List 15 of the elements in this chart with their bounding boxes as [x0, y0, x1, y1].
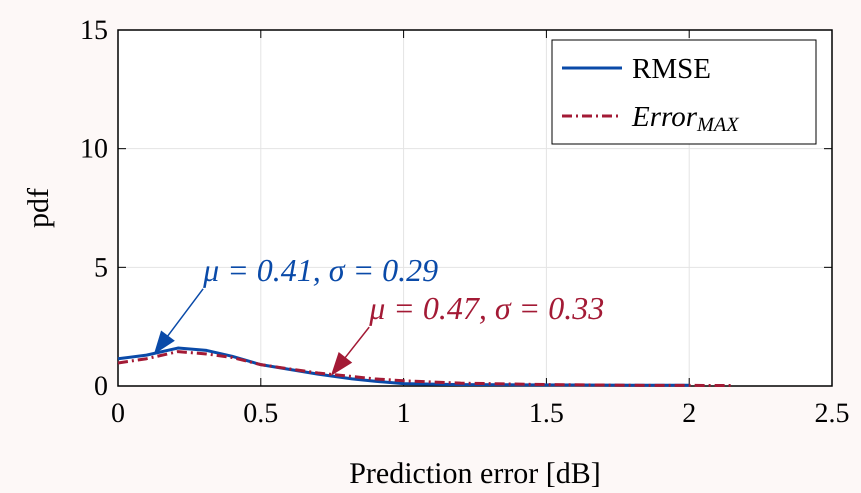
x-axis-title: Prediction error [dB]: [349, 457, 601, 490]
annotation: μ = 0.41, σ = 0.29: [202, 252, 438, 288]
x-tick-label: 2: [682, 398, 696, 429]
legend-label: RMSE: [632, 53, 711, 85]
x-tick-label: 1.5: [528, 398, 564, 429]
y-tick-label: 10: [80, 134, 108, 165]
y-tick-label: 15: [80, 15, 108, 46]
y-tick-label: 0: [94, 371, 108, 402]
x-tick-label: 1: [396, 398, 411, 429]
legend-label: Error$_{MAX}$: [631, 101, 740, 136]
y-tick-label: 5: [94, 252, 108, 284]
x-tick-label: 2.5: [814, 398, 850, 429]
y-axis-title: pdf: [22, 188, 55, 228]
annotation: μ = 0.47, σ = 0.33: [368, 290, 604, 326]
x-tick-label: 0.5: [243, 398, 278, 429]
